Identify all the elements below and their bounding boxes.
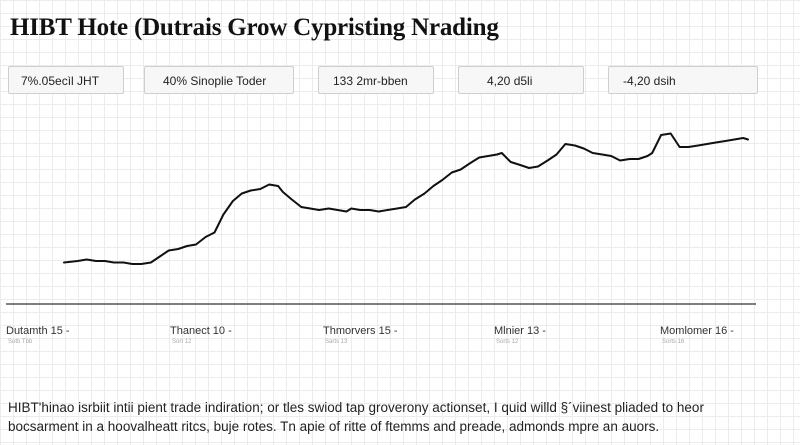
series-line-price — [63, 132, 749, 265]
x-tick-sublabel: Sorts 16 — [662, 339, 685, 345]
footer-line-2: bocsarment in a hoovalheatt ritcs, buje … — [8, 419, 660, 434]
footer-description: HIBT'hinao isrbiit intii pient trade ind… — [8, 398, 794, 436]
stats-bar: 7%.05ecìl JHT 40% Sinoplie Toder 133 2mr… — [0, 0, 800, 100]
x-tick-label: Momlomer 16 - — [660, 325, 734, 337]
x-tick-sublabel: Sarts 13 — [325, 339, 348, 345]
stat-box-3: 133 2mr-bben — [318, 66, 434, 94]
x-tick-label: Thanect 10 - — [170, 325, 232, 337]
stat-box-1: 7%.05ecìl JHT — [8, 66, 124, 94]
x-tick-label: Mlnier 13 - — [494, 325, 546, 337]
x-tick-label: Dutamth 15 - — [6, 325, 70, 337]
x-tick-sublabel: Sotb Tbb — [8, 339, 33, 345]
x-tick-label: Thmorvers 15 - — [323, 325, 398, 337]
chart-title: HIBT Hote (Dutrais Grow Cypristing Nradi… — [10, 14, 499, 41]
x-tick-sublabel: Sort 12 — [172, 339, 192, 345]
footer-line-1: HIBT'hinao isrbiit intii pient trade ind… — [8, 400, 704, 415]
stat-box-2: 40% Sinoplie Toder — [144, 66, 294, 94]
x-tick-sublabel: Sorts 12 — [496, 339, 519, 345]
stat-box-4: 4,20 d5li — [458, 66, 584, 94]
stat-box-5: -4,20 dsih — [608, 66, 758, 94]
